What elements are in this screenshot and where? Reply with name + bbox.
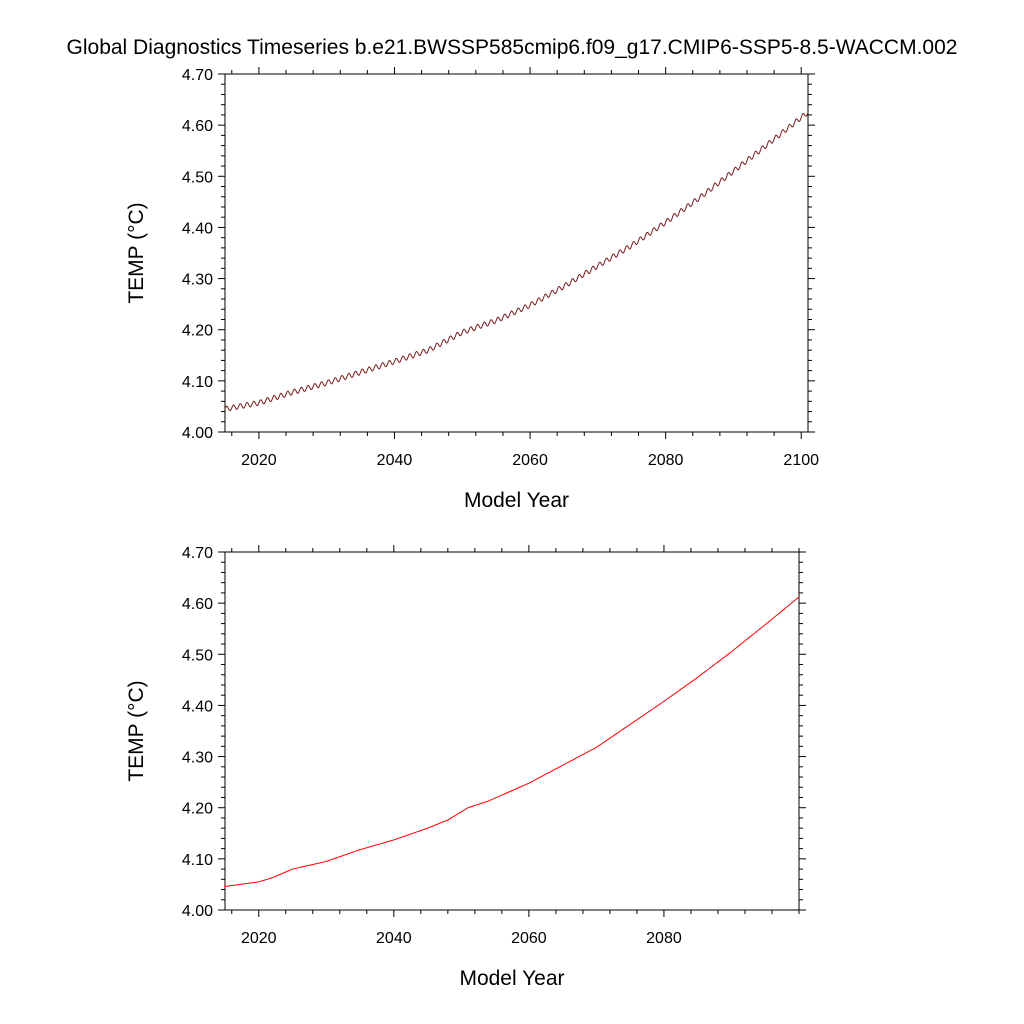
series-line-monthly	[224, 112, 809, 412]
y-tick-label: 4.60	[182, 596, 213, 613]
y-tick-label: 4.40	[182, 698, 213, 715]
y-tick-label: 4.50	[182, 647, 213, 664]
chart-title: Global Diagnostics Timeseries b.e21.BWSS…	[66, 36, 958, 59]
y-tick-label: 4.10	[182, 374, 213, 391]
y-tick-label: 4.70	[182, 67, 213, 84]
chart-panel-1: 4.00 4.10 4.20 4.30 4.40 4.50 4.60 4.70 2020 2040…	[125, 67, 819, 512]
y-tick-label: 4.70	[182, 545, 213, 562]
y-tick-label: 4.10	[182, 852, 213, 869]
y-tick-label: 4.60	[182, 118, 213, 135]
y-axis-label: TEMP (°C)	[125, 202, 148, 303]
x-tick-label: 2040	[377, 452, 413, 469]
y-tick-label: 4.20	[182, 323, 213, 340]
x-tick-label: 2080	[648, 452, 684, 469]
x-axis-label: Model Year	[464, 489, 569, 512]
y-tick-label: 4.30	[182, 750, 213, 767]
x-tick-label: 2080	[646, 930, 682, 947]
x-tick-label: 2100	[783, 452, 819, 469]
plot-frame	[224, 551, 800, 911]
chart-panel-2: 4.00 4.10 4.20 4.30 4.40 4.50 4.60 4.70 2020 2040…	[125, 545, 806, 990]
x-tick-label: 2020	[241, 452, 277, 469]
x-tick-label: 2060	[511, 930, 547, 947]
y-tick-label: 4.50	[182, 169, 213, 186]
y-tick-label: 4.00	[182, 903, 213, 920]
x-axis-label: Model Year	[459, 967, 564, 990]
x-tick-label: 2040	[376, 930, 412, 947]
y-tick-label: 4.20	[182, 801, 213, 818]
y-axis-label: TEMP (°C)	[125, 680, 148, 781]
y-tick-label: 4.40	[182, 220, 213, 237]
x-tick-label: 2020	[241, 930, 277, 947]
plot-frame	[224, 73, 809, 433]
x-tick-label: 2060	[512, 452, 548, 469]
y-tick-label: 4.30	[182, 272, 213, 289]
series-line-annual-mean	[224, 596, 800, 887]
y-tick-label: 4.00	[182, 425, 213, 442]
